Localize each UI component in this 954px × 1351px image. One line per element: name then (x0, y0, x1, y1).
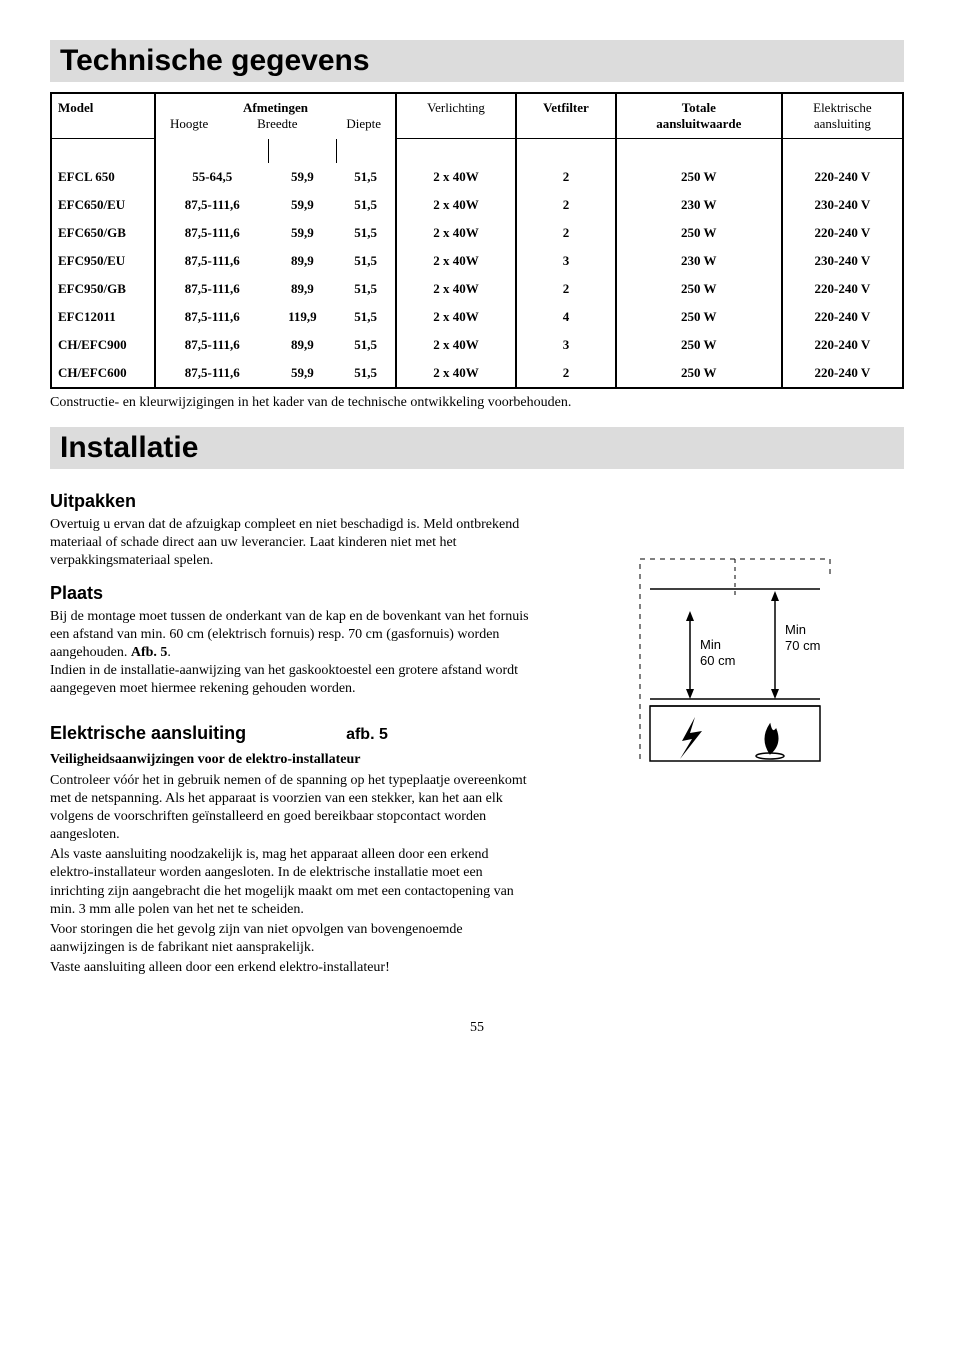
th-aansluiting: aansluiting (814, 116, 871, 131)
label-70cm: 70 cm (785, 638, 820, 653)
table-row: CH/EFC60087,5-111,659,951,52 x 40W2250 W… (51, 359, 903, 388)
page-number: 55 (50, 1020, 904, 1036)
para-plaats-1c: . (167, 645, 171, 660)
fig5-label: afb. 5 (346, 726, 388, 744)
title-bar-tech: Technische gegevens (50, 40, 904, 82)
table-row: EFC650/GB87,5-111,659,951,52 x 40W2250 W… (51, 219, 903, 247)
table-row: EFC950/EU87,5-111,689,951,52 x 40W3230 W… (51, 247, 903, 275)
spec-table: Model Afmetingen Hoogte Breedte Diepte V… (50, 92, 904, 389)
table-row: EFC1201187,5-111,6119,951,52 x 40W4250 W… (51, 303, 903, 331)
th-verlichting: Verlichting (427, 100, 485, 115)
th-model: Model (58, 100, 93, 115)
th-breedte: Breedte (257, 116, 297, 132)
page-title-install: Installatie (60, 431, 894, 465)
clearance-diagram: Min 60 cm Min 70 cm (600, 549, 860, 809)
para-elek-2: Als vaste aansluiting noodzakelijk is, m… (50, 846, 530, 919)
para-plaats-1b: Afb. 5 (131, 645, 168, 660)
para-plaats: Bij de montage moet tussen de onderkant … (50, 608, 530, 699)
heading-plaats: Plaats (50, 583, 530, 604)
para-elek-3: Voor storingen die het gevolg zijn van n… (50, 921, 530, 957)
table-row: EFCL 65055-64,559,951,52 x 40W2250 W220-… (51, 163, 903, 191)
table-row: EFC650/EU87,5-111,659,951,52 x 40W2230 W… (51, 191, 903, 219)
th-totale: Totale (682, 100, 716, 115)
table-row: CH/EFC90087,5-111,689,951,52 x 40W3250 W… (51, 331, 903, 359)
heading-uitpakken: Uitpakken (50, 491, 530, 512)
label-min-1: Min (700, 637, 721, 652)
lightning-icon (680, 717, 702, 759)
flame-icon (765, 724, 778, 754)
th-hoogte: Hoogte (170, 116, 208, 132)
label-60cm: 60 cm (700, 653, 735, 668)
th-elektrische: Elektrische (813, 100, 871, 115)
para-plaats-1: Bij de montage moet tussen de onderkant … (50, 609, 529, 660)
title-bar-install: Installatie (50, 427, 904, 469)
para-elek-4: Vaste aansluiting alleen door een erkend… (50, 959, 530, 977)
para-elek-1: Controleer vóór het in gebruik nemen of … (50, 772, 530, 845)
para-plaats-2: Indien in de installatie-aanwijzing van … (50, 663, 518, 696)
table-row: EFC950/GB87,5-111,689,951,52 x 40W2250 W… (51, 275, 903, 303)
para-uitpakken: Overtuig u ervan dat de afzuigkap comple… (50, 516, 530, 571)
th-afmetingen: Afmetingen (243, 100, 308, 115)
th-aansluitwaarde: aansluitwaarde (656, 116, 741, 131)
th-vetfilter: Vetfilter (543, 100, 589, 115)
subhead-veil: Veiligheidsaanwijzingen voor de elektro-… (50, 752, 530, 768)
table-caption: Constructie- en kleurwijzigingen in het … (50, 395, 904, 411)
label-min-2: Min (785, 622, 806, 637)
heading-elek: Elektrische aansluiting (50, 723, 246, 744)
th-diepte: Diepte (346, 116, 381, 132)
page-title-tech: Technische gegevens (60, 44, 894, 78)
